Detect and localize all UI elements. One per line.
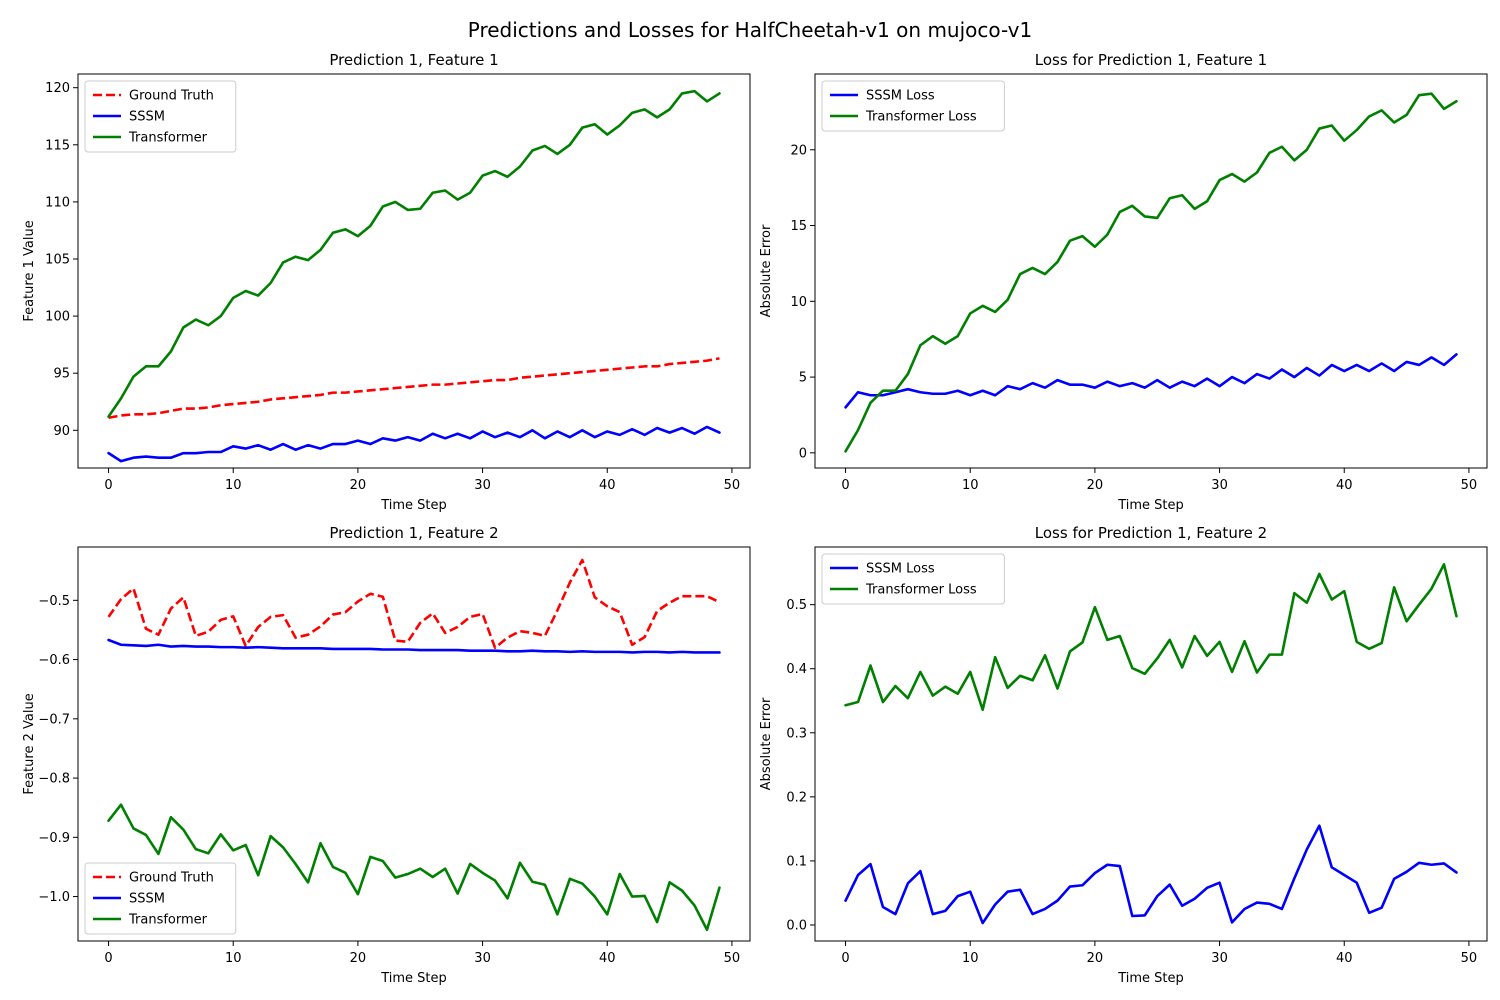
series-line-sssm-loss <box>844 824 1458 925</box>
y-tick-label: 0 <box>799 446 807 461</box>
y-tick-label: 5 <box>799 371 807 386</box>
x-tick-label: 10 <box>962 951 979 966</box>
y-axis-label: Absolute Error <box>759 697 774 790</box>
x-tick-label: 50 <box>724 951 741 966</box>
axes-frame <box>814 73 1488 469</box>
x-axis-label: Time Step <box>1117 498 1184 513</box>
series-line-ground-truth <box>108 357 720 420</box>
legend-label: SSSM Loss <box>866 89 935 104</box>
y-tick-label: −1.0 <box>38 890 70 905</box>
x-tick-label: 30 <box>1211 478 1228 493</box>
series-line-ground-truth <box>107 558 721 650</box>
subplot-title: Loss for Prediction 1, Feature 2 <box>1035 524 1267 542</box>
legend-label: Transformer <box>128 913 208 928</box>
y-tick-label: 20 <box>790 143 807 158</box>
x-tick-label: 20 <box>350 951 367 966</box>
y-tick-label: 95 <box>53 367 70 382</box>
legend: SSSM Loss Transformer Loss <box>821 80 1005 132</box>
x-tick-label: 30 <box>474 951 491 966</box>
legend-box <box>821 80 1005 132</box>
x-tick-label: 50 <box>1461 478 1478 493</box>
axes-frame <box>77 546 751 942</box>
subplot-1: 0 10 20 30 40 50 90 95 100 105 110 115 120 Prediction… <box>22 51 751 513</box>
subplot-title: Loss for Prediction 1, Feature 1 <box>1035 51 1267 69</box>
y-tick-label: 0.5 <box>786 598 807 613</box>
y-axis-label: Feature 2 Value <box>22 693 37 794</box>
legend-label: Ground Truth <box>129 871 214 886</box>
y-tick-label: −0.5 <box>38 594 70 609</box>
x-tick-label: 20 <box>350 478 367 493</box>
series-line-transformer <box>107 89 721 418</box>
y-tick-label: −0.9 <box>38 831 70 846</box>
x-axis-label: Time Step <box>380 971 447 986</box>
y-axis-label: Feature 1 Value <box>22 220 37 321</box>
x-axis-label: Time Step <box>380 498 447 513</box>
x-tick-label: 30 <box>1211 951 1228 966</box>
legend-label: Ground Truth <box>129 89 214 104</box>
y-tick-label: 0.0 <box>786 918 807 933</box>
x-tick-label: 10 <box>962 478 979 493</box>
legend-box <box>84 80 237 153</box>
y-tick-label: −0.6 <box>38 653 70 668</box>
series-line-sssm <box>107 425 721 463</box>
subplot-title: Prediction 1, Feature 1 <box>329 51 498 69</box>
x-tick-label: 50 <box>1461 951 1478 966</box>
legend: Ground Truth SSSM Transformer <box>84 862 237 935</box>
y-tick-label: 0.2 <box>786 790 807 805</box>
x-tick-label: 40 <box>1336 478 1353 493</box>
subplot-2: 0 10 20 30 40 50 0 5 10 15 20 Loss for Prediction 1… <box>759 51 1488 513</box>
x-tick-label: 0 <box>841 478 849 493</box>
legend-label: Transformer Loss <box>865 583 977 598</box>
x-tick-label: 10 <box>225 951 242 966</box>
legend-label: SSSM <box>129 110 165 125</box>
y-tick-label: 90 <box>53 424 70 439</box>
y-tick-label: 110 <box>45 195 70 210</box>
y-tick-label: −0.8 <box>38 772 70 787</box>
legend-label: Transformer Loss <box>865 110 977 125</box>
x-tick-label: 0 <box>104 478 112 493</box>
y-tick-label: −0.7 <box>38 712 70 727</box>
legend-label: Transformer <box>128 131 208 146</box>
x-tick-label: 50 <box>724 478 741 493</box>
y-tick-label: 0.1 <box>786 854 807 869</box>
figure-title: Predictions and Losses for HalfCheetah-v… <box>468 18 1033 42</box>
subplot-3: 0 10 20 30 40 50 −1.0 −0.9 −0.8 −0.7 −0.6 −0.5 Predi… <box>22 524 751 986</box>
y-tick-label: 0.3 <box>786 726 807 741</box>
series-line-transformer-loss <box>844 562 1458 712</box>
legend-label: SSSM <box>129 892 165 907</box>
x-tick-label: 40 <box>599 951 616 966</box>
axes-frame <box>814 546 1488 942</box>
series-line-sssm-loss <box>844 353 1458 409</box>
legend: SSSM Loss Transformer Loss <box>821 553 1005 605</box>
x-axis-label: Time Step <box>1117 971 1184 986</box>
x-tick-label: 0 <box>104 951 112 966</box>
y-tick-label: 10 <box>790 295 807 310</box>
y-tick-label: 120 <box>45 81 70 96</box>
x-tick-label: 10 <box>225 478 242 493</box>
x-tick-label: 20 <box>1087 951 1104 966</box>
legend-label: SSSM Loss <box>866 562 935 577</box>
x-tick-label: 40 <box>599 478 616 493</box>
x-tick-label: 20 <box>1087 478 1104 493</box>
subplot-4: 0 10 20 30 40 50 0.0 0.1 0.2 0.3 0.4 0.5 Loss for Pr… <box>759 524 1488 986</box>
series-line-transformer-loss <box>844 92 1458 453</box>
legend-box <box>84 862 237 935</box>
y-tick-label: 115 <box>45 138 70 153</box>
y-tick-label: 15 <box>790 219 807 234</box>
legend: Ground Truth SSSM Transformer <box>84 80 237 153</box>
y-tick-label: 105 <box>45 253 70 268</box>
x-tick-label: 40 <box>1336 951 1353 966</box>
y-tick-label: 0.4 <box>786 662 807 677</box>
series-line-transformer <box>107 803 721 932</box>
series-line-sssm <box>107 638 721 654</box>
subplot-title: Prediction 1, Feature 2 <box>329 524 498 542</box>
y-tick-label: 100 <box>45 310 70 325</box>
y-axis-label: Absolute Error <box>759 224 774 317</box>
axes-frame <box>77 73 751 469</box>
x-tick-label: 30 <box>474 478 491 493</box>
x-tick-label: 0 <box>841 951 849 966</box>
legend-box <box>821 553 1005 605</box>
